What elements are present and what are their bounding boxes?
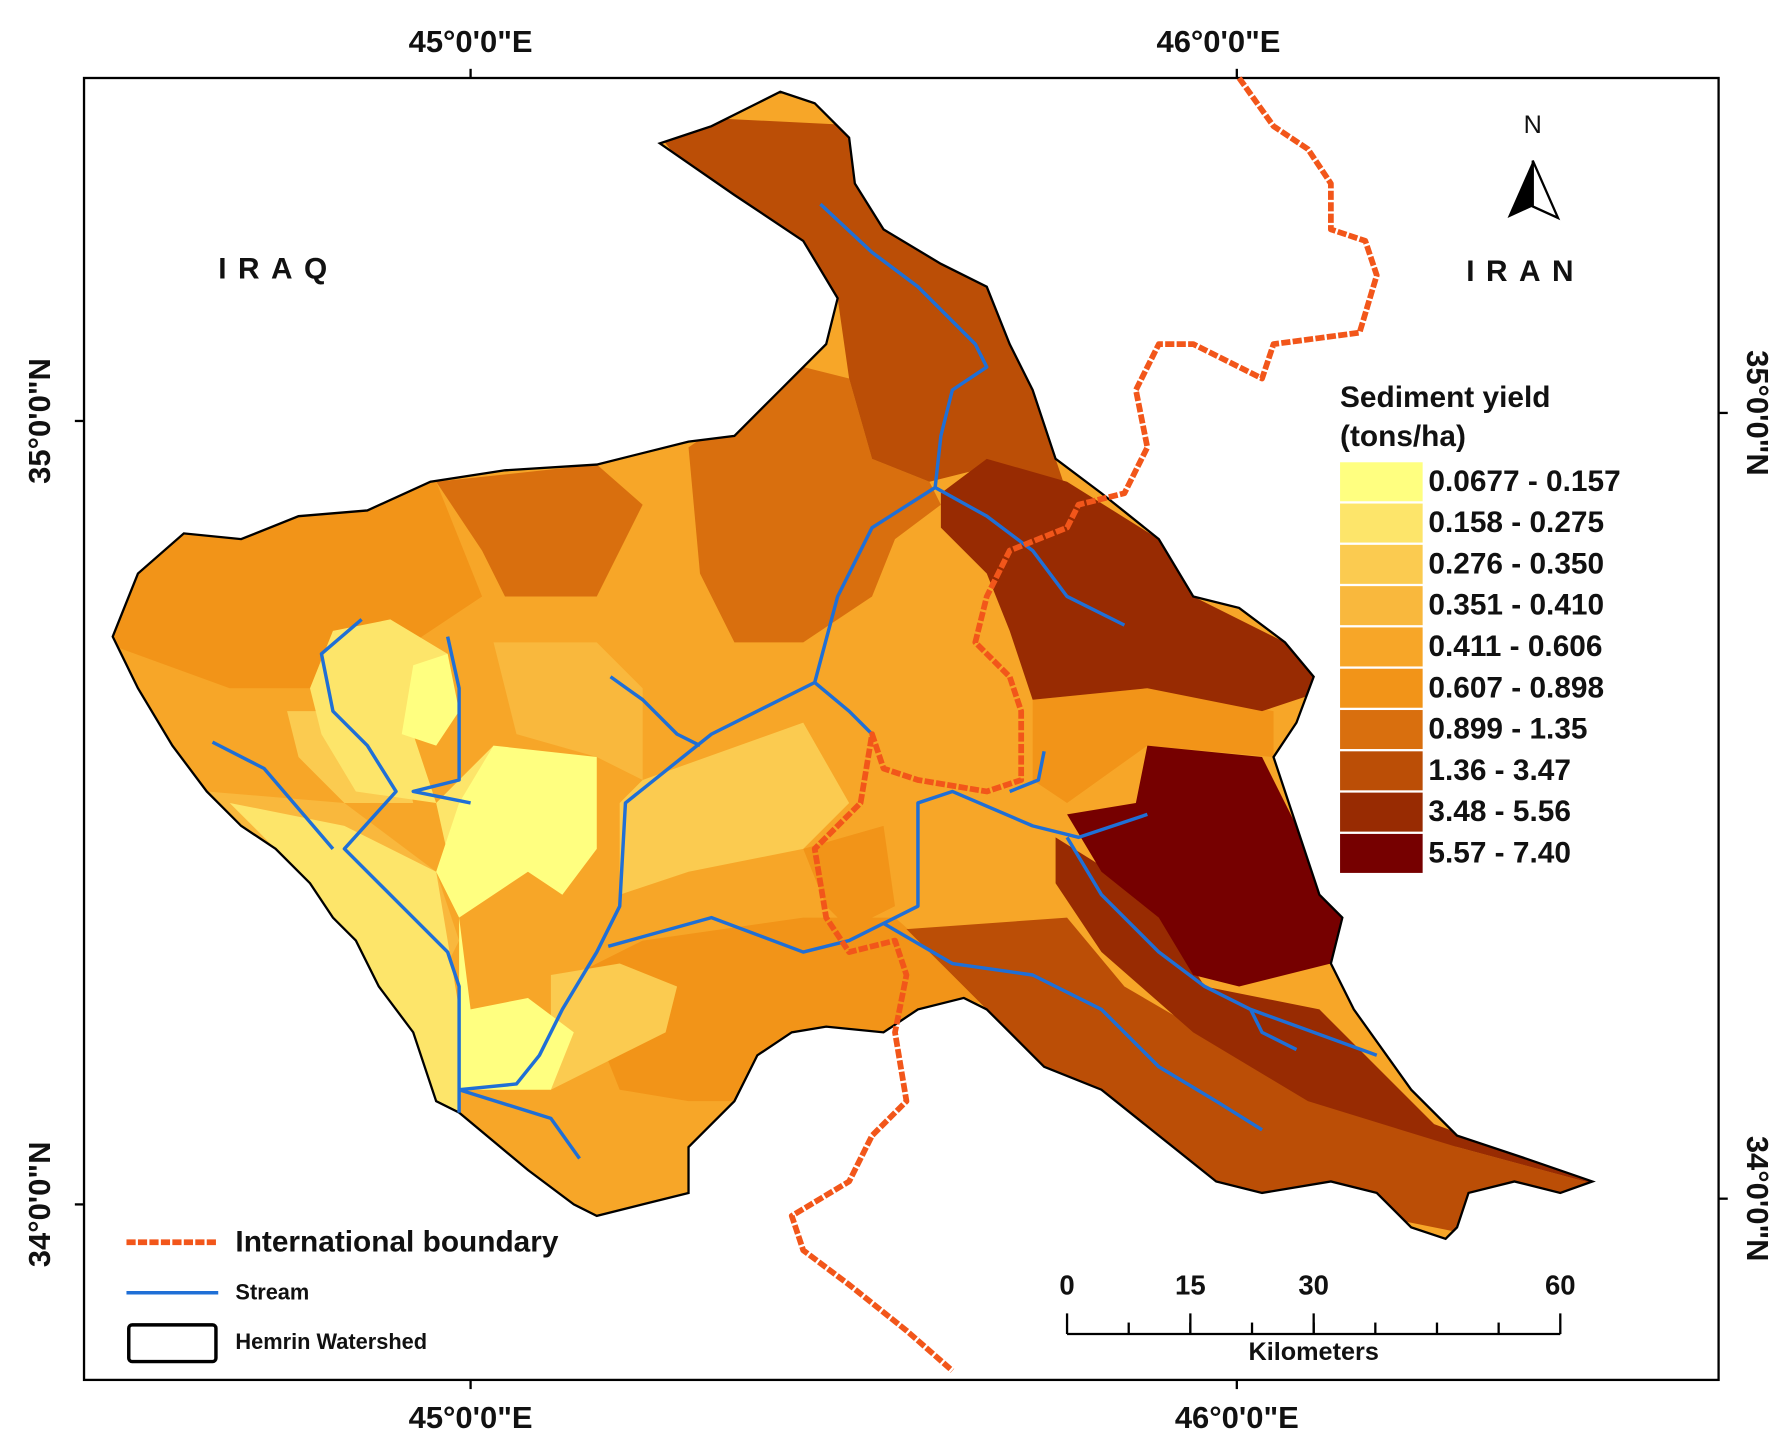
legend-swatch [1340, 462, 1423, 502]
legend-label: 0.351 - 0.410 [1428, 589, 1604, 622]
graticule-label: 34°0'0"N [22, 1142, 57, 1268]
international-boundary [788, 76, 1380, 1373]
north-label: N [1524, 111, 1542, 139]
graticule-label: 35°0'0"N [1740, 350, 1775, 476]
scale-tick-label: 0 [1059, 1269, 1074, 1300]
watershed-symbol [127, 1323, 218, 1364]
subbasin [436, 464, 643, 597]
subbasin [229, 802, 460, 1113]
legend: 0.0677 - 0.157 0.158 - 0.275 0.276 - 0.350… [1340, 462, 1621, 873]
legend-label: 0.0677 - 0.157 [1428, 465, 1620, 498]
legend-swatch [1340, 668, 1423, 708]
legend-label: 0.899 - 1.35 [1428, 713, 1587, 746]
legend-label: 5.57 - 7.40 [1428, 836, 1571, 869]
subbasin [1067, 745, 1349, 987]
layer-legend [126, 1239, 219, 1364]
graticule-label: 35°0'0"N [22, 358, 57, 484]
graticule-label: 45°0'0"E [409, 1400, 533, 1435]
subbasin [573, 917, 987, 1102]
subbasin [401, 653, 460, 746]
subbasin [688, 367, 941, 643]
layer-label: Stream [235, 1280, 309, 1305]
graticule-label: 34°0'0"N [1740, 1136, 1775, 1262]
legend-label: 0.276 - 0.350 [1428, 547, 1604, 580]
graticule-label: 46°0'0"E [1156, 24, 1280, 59]
subbasin [310, 619, 448, 803]
legend-swatch [1340, 586, 1423, 626]
legend-label: 3.48 - 5.56 [1428, 795, 1571, 828]
streams [211, 202, 1378, 1160]
scale-tick-label: 60 [1545, 1269, 1576, 1300]
subbasin [550, 963, 678, 1090]
legend-swatch [1340, 710, 1423, 750]
layer-label: Hemrin Watershed [235, 1329, 427, 1354]
subbasin [493, 642, 643, 780]
graticule-label: 45°0'0"E [409, 24, 533, 59]
graticule-ticks [74, 68, 1728, 1390]
country-label: IRAQ [218, 253, 338, 286]
legend-swatch [1340, 792, 1423, 832]
legend-swatch [1340, 627, 1423, 667]
legend-title: Sediment yield [1340, 381, 1550, 414]
legend-label: 1.36 - 3.47 [1428, 754, 1571, 787]
legend-label: 0.411 - 0.606 [1428, 630, 1602, 663]
subbasin [1032, 688, 1274, 803]
legend-swatch [1340, 751, 1423, 791]
subbasin [642, 114, 1068, 494]
scale-tick-label: 15 [1175, 1269, 1206, 1300]
legend-label: 0.158 - 0.275 [1428, 506, 1604, 539]
graticule-label: 46°0'0"E [1175, 1400, 1299, 1435]
scale-tick-label: 30 [1298, 1269, 1329, 1300]
scale-unit: Kilometers [1249, 1338, 1379, 1366]
layer-label: International boundary [235, 1225, 558, 1258]
subbasin [940, 458, 1331, 712]
legend-swatch [1340, 833, 1423, 873]
legend-label: 0.607 - 0.898 [1428, 671, 1604, 704]
country-label: IRAN [1466, 255, 1585, 288]
scale-bar: 0 15 30 60 [1059, 1269, 1576, 1336]
legend-swatch [1340, 503, 1423, 543]
legend-swatch [1340, 544, 1423, 584]
subbasin [619, 722, 850, 895]
legend-unit: (tons/ha) [1340, 420, 1466, 453]
subbasin [436, 745, 597, 1090]
